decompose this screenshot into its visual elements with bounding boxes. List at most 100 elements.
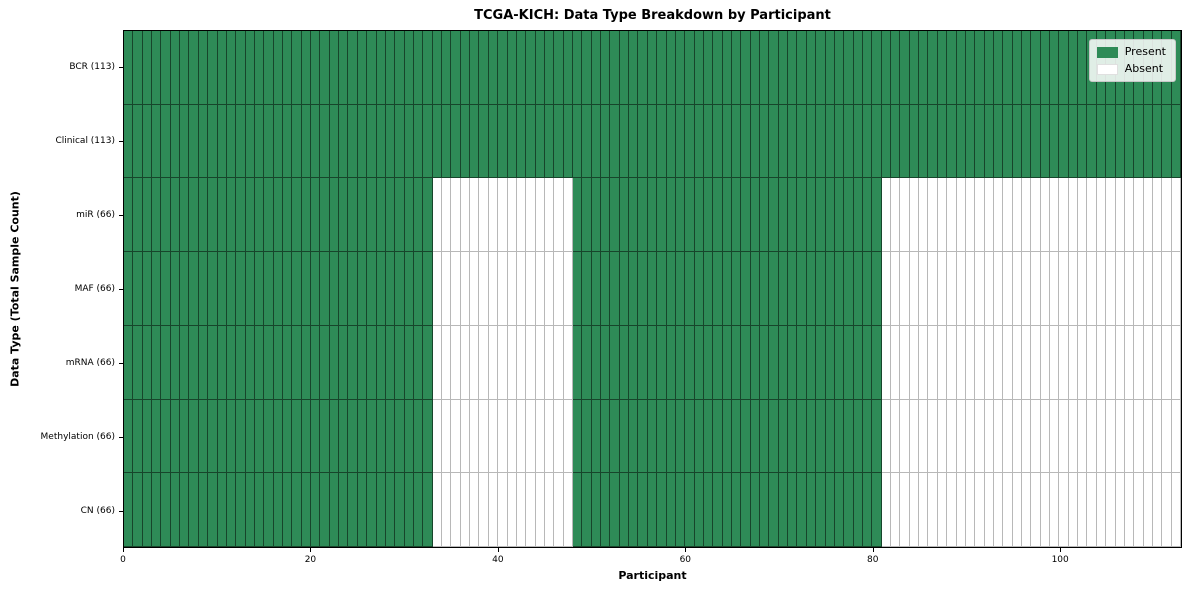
- matrix-cell: [713, 252, 723, 326]
- matrix-cell: [900, 252, 910, 326]
- matrix-cell: [891, 104, 901, 179]
- matrix-cell: [488, 104, 499, 179]
- matrix-cell: [376, 104, 386, 179]
- matrix-cell: [1115, 325, 1125, 400]
- matrix-cell: [301, 104, 312, 179]
- matrix-cell: [563, 31, 573, 105]
- matrix-cell: [582, 178, 592, 253]
- matrix-cell: [881, 473, 892, 548]
- matrix-cell: [339, 325, 349, 400]
- legend-entry-present: Present: [1096, 45, 1166, 58]
- matrix-cell: [1143, 178, 1153, 253]
- matrix-cell: [357, 325, 368, 400]
- matrix-cell: [1152, 178, 1163, 253]
- matrix-cell: [984, 399, 994, 474]
- matrix-cell: [432, 104, 443, 179]
- matrix-cell: [348, 178, 358, 253]
- y-tick-label: Clinical (113): [55, 136, 115, 146]
- matrix-cell: [292, 325, 302, 400]
- y-tick-mark: [119, 511, 123, 512]
- matrix-cell: [1087, 178, 1097, 253]
- matrix-cell: [264, 252, 274, 326]
- matrix-cell: [722, 178, 732, 253]
- matrix-cell: [629, 31, 639, 105]
- matrix-cell: [975, 178, 985, 253]
- matrix-cell: [357, 178, 368, 253]
- matrix-cell: [582, 325, 592, 400]
- matrix-cell: [1031, 325, 1041, 400]
- chart-title: TCGA-KICH: Data Type Breakdown by Partic…: [474, 8, 831, 23]
- legend-label-absent: Absent: [1124, 62, 1164, 75]
- matrix-cell: [283, 473, 293, 548]
- matrix-cell: [460, 473, 471, 548]
- matrix-cell: [395, 325, 405, 400]
- matrix-cell: [1050, 31, 1060, 105]
- matrix-cell: [956, 473, 966, 548]
- matrix-cell: [638, 473, 648, 548]
- y-tick-label: mRNA (66): [65, 358, 115, 368]
- matrix-cell: [1162, 473, 1172, 548]
- matrix-cell: [1021, 178, 1032, 253]
- matrix-cell: [816, 252, 826, 326]
- matrix-cell: [273, 104, 284, 179]
- matrix-cell: [554, 252, 564, 326]
- matrix-cell: [760, 104, 770, 179]
- matrix-cell: [797, 31, 807, 105]
- matrix-cell: [124, 473, 134, 548]
- matrix-cell: [526, 104, 536, 179]
- matrix-cell: [161, 473, 171, 548]
- matrix-cell: [292, 178, 302, 253]
- matrix-row-miR: [124, 178, 1181, 253]
- matrix-cell: [152, 399, 162, 474]
- matrix-cell: [610, 31, 620, 105]
- matrix-cell: [788, 325, 798, 400]
- matrix-cell: [703, 104, 714, 179]
- matrix-cell: [788, 252, 798, 326]
- matrix-cell: [1068, 399, 1079, 474]
- matrix-cell: [722, 31, 732, 105]
- absent-swatch-icon: [1096, 63, 1118, 75]
- matrix-cell: [947, 399, 957, 474]
- matrix-cell: [563, 473, 573, 548]
- matrix-cell: [891, 178, 901, 253]
- matrix-cell: [1134, 399, 1144, 474]
- matrix-cell: [432, 325, 443, 400]
- matrix-cell: [638, 325, 648, 400]
- matrix-cell: [1021, 104, 1032, 179]
- matrix-cell: [1003, 252, 1013, 326]
- matrix-cell: [928, 252, 938, 326]
- matrix-cell: [339, 473, 349, 548]
- matrix-cell: [1078, 104, 1088, 179]
- matrix-cell: [722, 325, 732, 400]
- matrix-cell: [732, 399, 742, 474]
- legend-label-present: Present: [1124, 45, 1166, 58]
- matrix-cell: [891, 325, 901, 400]
- matrix-cell: [891, 31, 901, 105]
- matrix-cell: [825, 178, 835, 253]
- matrix-cell: [760, 325, 770, 400]
- matrix-cell: [161, 325, 171, 400]
- y-axis-label: Data Type (Total Sample Count): [8, 191, 22, 387]
- matrix-cell: [778, 325, 789, 400]
- matrix-cell: [937, 252, 948, 326]
- matrix-cell: [413, 252, 424, 326]
- matrix-cell: [245, 252, 255, 326]
- matrix-cell: [423, 325, 433, 400]
- matrix-cell: [947, 473, 957, 548]
- matrix-cell: [170, 473, 181, 548]
- matrix-cell: [1012, 31, 1022, 105]
- matrix-cell: [1171, 178, 1181, 253]
- x-tick-label: 40: [492, 555, 504, 565]
- matrix-cell: [675, 473, 686, 548]
- matrix-cell: [404, 104, 414, 179]
- matrix-cell: [778, 252, 789, 326]
- matrix-cell: [1050, 252, 1060, 326]
- matrix-cell: [975, 252, 985, 326]
- matrix-cell: [488, 178, 499, 253]
- matrix-cell: [1162, 178, 1172, 253]
- matrix-cell: [862, 178, 873, 253]
- matrix-cell: [404, 325, 414, 400]
- matrix-cell: [339, 178, 349, 253]
- matrix-cell: [124, 31, 134, 105]
- matrix-cell: [1087, 473, 1097, 548]
